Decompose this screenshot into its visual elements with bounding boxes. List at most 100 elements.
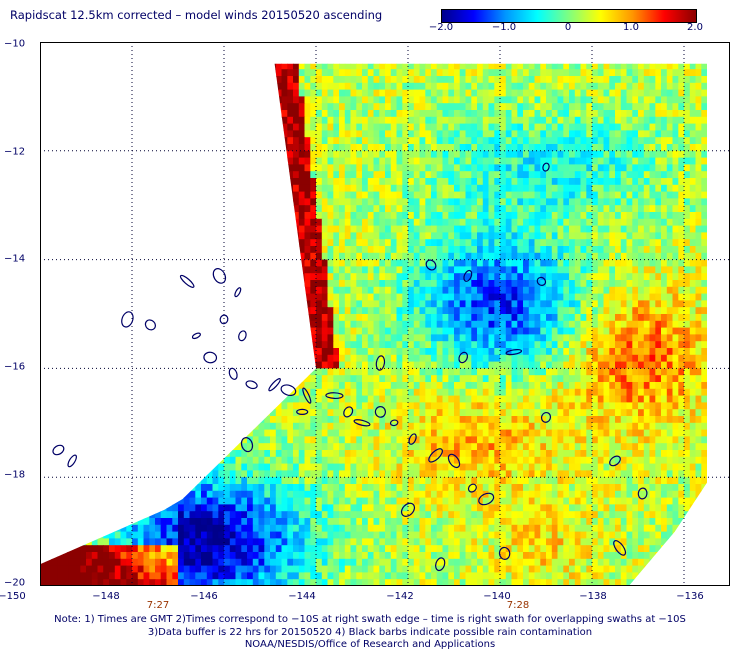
wind-difference-cell (523, 198, 530, 206)
wind-difference-cell (275, 150, 283, 159)
wind-difference-cell (339, 218, 346, 227)
wind-difference-cell (379, 178, 386, 186)
wind-difference-cell (316, 205, 323, 213)
wind-difference-cell (74, 205, 81, 213)
wind-difference-cell (551, 150, 559, 159)
wind-difference-cell (609, 239, 616, 247)
wind-difference-cell (385, 307, 392, 315)
wind-difference-cell (298, 198, 306, 206)
wind-difference-cell (160, 252, 167, 261)
wind-difference-cell (379, 307, 386, 315)
wind-difference-cell (86, 225, 93, 233)
wind-difference-cell (523, 82, 530, 91)
wind-difference-cell (442, 157, 449, 165)
wind-difference-cell (333, 164, 340, 172)
wind-difference-cell (643, 280, 651, 288)
wind-difference-cell (482, 293, 490, 301)
wind-difference-cell (356, 266, 363, 274)
wind-difference-cell (137, 171, 145, 179)
wind-difference-cell (109, 96, 116, 104)
wind-difference-cell (615, 63, 622, 70)
wind-difference-cell (466, 42, 472, 49)
wind-difference-cell (528, 89, 536, 97)
wind-difference-cell (673, 56, 679, 63)
wind-difference-cell (684, 89, 691, 97)
wind-difference-cell (557, 252, 564, 261)
wind-difference-cell (569, 82, 576, 91)
wind-difference-cell (166, 69, 173, 77)
wind-difference-cell (408, 259, 415, 267)
wind-difference-cell (183, 218, 191, 227)
wind-difference-cell (344, 144, 352, 152)
wind-difference-cell (339, 171, 346, 179)
wind-difference-cell (390, 198, 398, 206)
wind-difference-cell (626, 273, 633, 281)
wind-difference-cell (534, 307, 541, 315)
wind-difference-cell (488, 96, 495, 104)
wind-difference-cell (638, 252, 645, 261)
wind-difference-cell (373, 150, 380, 159)
wind-difference-cell (258, 286, 265, 295)
wind-difference-cell (385, 225, 392, 233)
wind-difference-cell (63, 246, 70, 254)
wind-difference-cell (597, 239, 605, 247)
wind-difference-cell (109, 198, 116, 206)
wind-difference-cell (201, 307, 208, 315)
wind-difference-cell (160, 293, 167, 301)
wind-difference-cell (505, 184, 513, 193)
wind-difference-cell (534, 96, 541, 104)
wind-difference-cell (517, 69, 524, 77)
wind-difference-cell (580, 137, 587, 145)
wind-difference-cell (666, 103, 674, 111)
wind-difference-cell (206, 314, 214, 322)
wind-difference-cell (465, 103, 472, 111)
wind-difference-cell (402, 198, 409, 206)
wind-difference-cell (51, 123, 58, 131)
wind-difference-cell (57, 110, 64, 118)
wind-difference-cell (287, 178, 294, 186)
wind-difference-cell (419, 157, 426, 165)
wind-difference-cell (189, 198, 196, 206)
wind-difference-cell (494, 191, 501, 199)
wind-difference-cell (701, 49, 707, 56)
wind-difference-cell (649, 259, 656, 267)
wind-difference-cell (719, 239, 725, 246)
wind-difference-cell (546, 212, 553, 220)
wind-difference-cell (195, 239, 202, 247)
wind-difference-cell (63, 157, 70, 165)
wind-difference-cell (551, 178, 559, 186)
wind-difference-cell (638, 314, 645, 322)
wind-difference-cell (241, 184, 248, 193)
wind-difference-cell (667, 42, 673, 49)
wind-difference-cell (166, 178, 173, 186)
wind-difference-cell (97, 110, 104, 118)
wind-difference-cell (506, 56, 512, 63)
wind-difference-cell (695, 191, 702, 199)
wind-difference-cell (160, 280, 167, 288)
wind-difference-cell (678, 246, 685, 254)
wind-difference-cell (350, 89, 357, 97)
wind-difference-cell (713, 226, 719, 233)
wind-difference-cell (206, 69, 214, 77)
wind-difference-cell (678, 130, 685, 138)
wind-difference-cell (552, 49, 558, 56)
wind-difference-cell (713, 192, 719, 199)
wind-difference-cell (258, 116, 265, 125)
wind-difference-cell (258, 225, 265, 233)
wind-difference-cell (287, 320, 294, 329)
wind-difference-cell (172, 205, 179, 213)
wind-difference-cell (477, 150, 484, 159)
wind-difference-cell (638, 150, 645, 159)
wind-difference-cell (184, 42, 190, 49)
wind-difference-cell (551, 205, 559, 213)
wind-difference-cell (45, 273, 53, 281)
wind-difference-cell (500, 239, 507, 247)
wind-difference-cell (425, 191, 432, 199)
wind-difference-cell (115, 56, 121, 63)
wind-difference-cell (213, 49, 219, 56)
wind-difference-cell (528, 205, 536, 213)
wind-difference-cell (661, 110, 668, 118)
wind-difference-cell (649, 171, 656, 179)
wind-difference-cell (109, 191, 116, 199)
wind-difference-cell (459, 246, 466, 254)
